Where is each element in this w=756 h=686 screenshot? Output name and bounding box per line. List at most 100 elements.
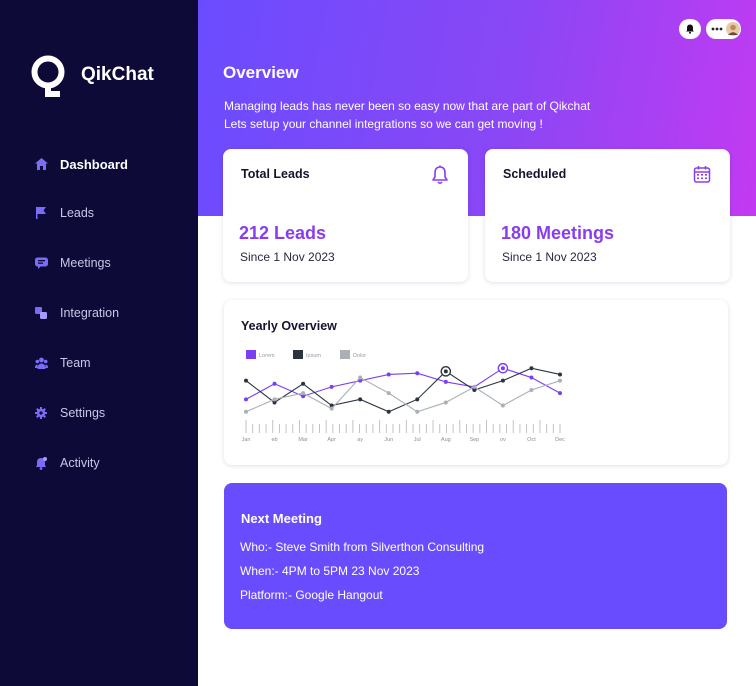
calendar-icon <box>693 165 711 185</box>
data-point <box>558 372 562 377</box>
chat-icon <box>34 256 48 270</box>
page-subtitle: Managing leads has never been so easy no… <box>224 97 590 133</box>
series-line <box>245 367 561 400</box>
sidebar-item-label: Settings <box>60 406 106 420</box>
data-point <box>558 391 562 396</box>
sidebar: QikChat Dashboard Leads Meetings Integra… <box>0 0 198 686</box>
leads-value: 212 Leads <box>239 223 327 243</box>
data-point <box>301 394 306 399</box>
x-tick-label: Jul <box>414 437 421 443</box>
page-title: Overview <box>223 63 299 82</box>
bell-icon <box>431 165 449 185</box>
data-point <box>301 391 306 396</box>
home-icon <box>34 157 48 171</box>
profile-menu-button[interactable] <box>706 19 741 39</box>
gear-icon <box>34 406 48 420</box>
data-point <box>272 397 277 402</box>
data-point <box>301 381 306 386</box>
sidebar-item-activity[interactable]: Activity <box>34 453 100 473</box>
x-tick-label: eb <box>271 437 277 443</box>
meetings-value: 180 Meetings <box>501 223 615 243</box>
sidebar-item-label: Team <box>60 356 91 370</box>
data-point <box>472 384 477 389</box>
data-point <box>415 371 420 376</box>
x-tick-label: ay <box>357 437 363 443</box>
x-tick-label: Dec <box>555 437 565 443</box>
x-tick-label: Sep <box>469 437 479 443</box>
x-tick-label: Apr <box>327 437 336 443</box>
sidebar-item-meetings[interactable]: Meetings <box>34 253 111 273</box>
sidebar-item-label: Leads <box>60 206 95 220</box>
data-point <box>500 378 505 383</box>
data-point <box>500 403 505 408</box>
subtitle-line: Managing leads has never been so easy no… <box>224 99 591 113</box>
app-name: QikChat <box>81 64 154 85</box>
data-point <box>358 378 363 383</box>
data-point <box>272 381 277 386</box>
data-point <box>329 384 334 389</box>
yearly-overview-chart[interactable]: Lorem Ipsum Dolor Jan eb Mar Apr ay Jun Jul Aug Sep… <box>224 300 728 465</box>
data-point <box>415 409 420 414</box>
leads-since: Since 1 Nov 2023 <box>240 250 335 264</box>
data-point <box>529 366 534 371</box>
total-leads-card[interactable]: Total Leads 212 Leads Since 1 Nov 2023 <box>223 149 468 282</box>
data-point <box>386 372 391 377</box>
sidebar-item-settings[interactable]: Settings <box>34 403 105 423</box>
sidebar-item-team[interactable]: Team <box>34 353 91 373</box>
data-point <box>386 391 391 396</box>
data-point <box>386 409 391 414</box>
sidebar-item-label: Integration <box>60 306 120 320</box>
next-meeting-card[interactable]: Next Meeting Who:- Steve Smith from Silv… <box>224 483 727 629</box>
data-point <box>329 406 334 411</box>
sidebar-item-label: Dashboard <box>60 156 128 172</box>
meeting-who: Who:- Steve Smith from Silverthon Consul… <box>240 540 485 554</box>
data-point <box>558 378 562 383</box>
chart-title: Yearly Overview <box>241 319 337 333</box>
series-line <box>245 367 561 413</box>
sidebar-item-label: Activity <box>60 456 100 470</box>
card-label: Total Leads <box>241 167 310 181</box>
data-point <box>472 388 477 392</box>
x-tick-label: Jun <box>384 437 393 443</box>
meeting-platform: Platform:- Google Hangout <box>240 588 383 602</box>
data-point <box>244 378 248 383</box>
data-point <box>443 400 448 405</box>
team-icon <box>34 356 48 370</box>
legend-label: Dolor <box>353 353 366 359</box>
legend-swatch <box>340 350 350 359</box>
card-label: Scheduled <box>503 167 567 181</box>
sidebar-item-integration[interactable]: Integration <box>34 303 119 323</box>
data-point <box>244 397 248 402</box>
integration-icon <box>34 306 48 320</box>
legend-label: Ipsum <box>306 353 321 359</box>
series-line <box>245 376 561 413</box>
scheduled-card[interactable]: Scheduled 180 Meetings Since 1 Nov 2023 <box>485 149 730 282</box>
next-meeting-title: Next Meeting <box>241 511 322 526</box>
highlight-marker-dot <box>443 369 448 374</box>
data-point <box>529 375 534 380</box>
sidebar-item-label: Meetings <box>60 256 111 270</box>
x-tick-label: Aug <box>441 437 451 443</box>
data-point <box>443 379 448 384</box>
data-point <box>358 375 363 380</box>
qikchat-logo-icon <box>30 53 68 97</box>
highlight-marker-dot <box>500 366 505 371</box>
subtitle-line: Lets setup your channel integrations so … <box>224 117 543 131</box>
sidebar-item-leads[interactable]: Leads <box>34 203 94 223</box>
meeting-when: When:- 4PM to 5PM 23 Nov 2023 <box>240 564 420 578</box>
x-tick-label: Mar <box>298 437 308 443</box>
app-logo[interactable]: QikChat <box>30 53 154 97</box>
sidebar-item-dashboard[interactable]: Dashboard <box>34 154 128 174</box>
avatar <box>726 22 740 36</box>
data-point <box>272 400 277 405</box>
x-tick-label: Jan <box>242 437 251 443</box>
yearly-overview-card: Yearly Overview Lorem Ipsum Dolor Jan eb Mar A… <box>224 300 728 465</box>
data-point <box>329 403 334 408</box>
legend-label: Lorem <box>259 353 275 359</box>
x-tick-label: Oct <box>527 437 536 443</box>
x-tick-label: ov <box>500 437 506 443</box>
bell-icon <box>34 456 48 470</box>
notification-button[interactable] <box>679 19 701 39</box>
data-point <box>529 388 534 392</box>
flag-icon <box>34 206 48 220</box>
